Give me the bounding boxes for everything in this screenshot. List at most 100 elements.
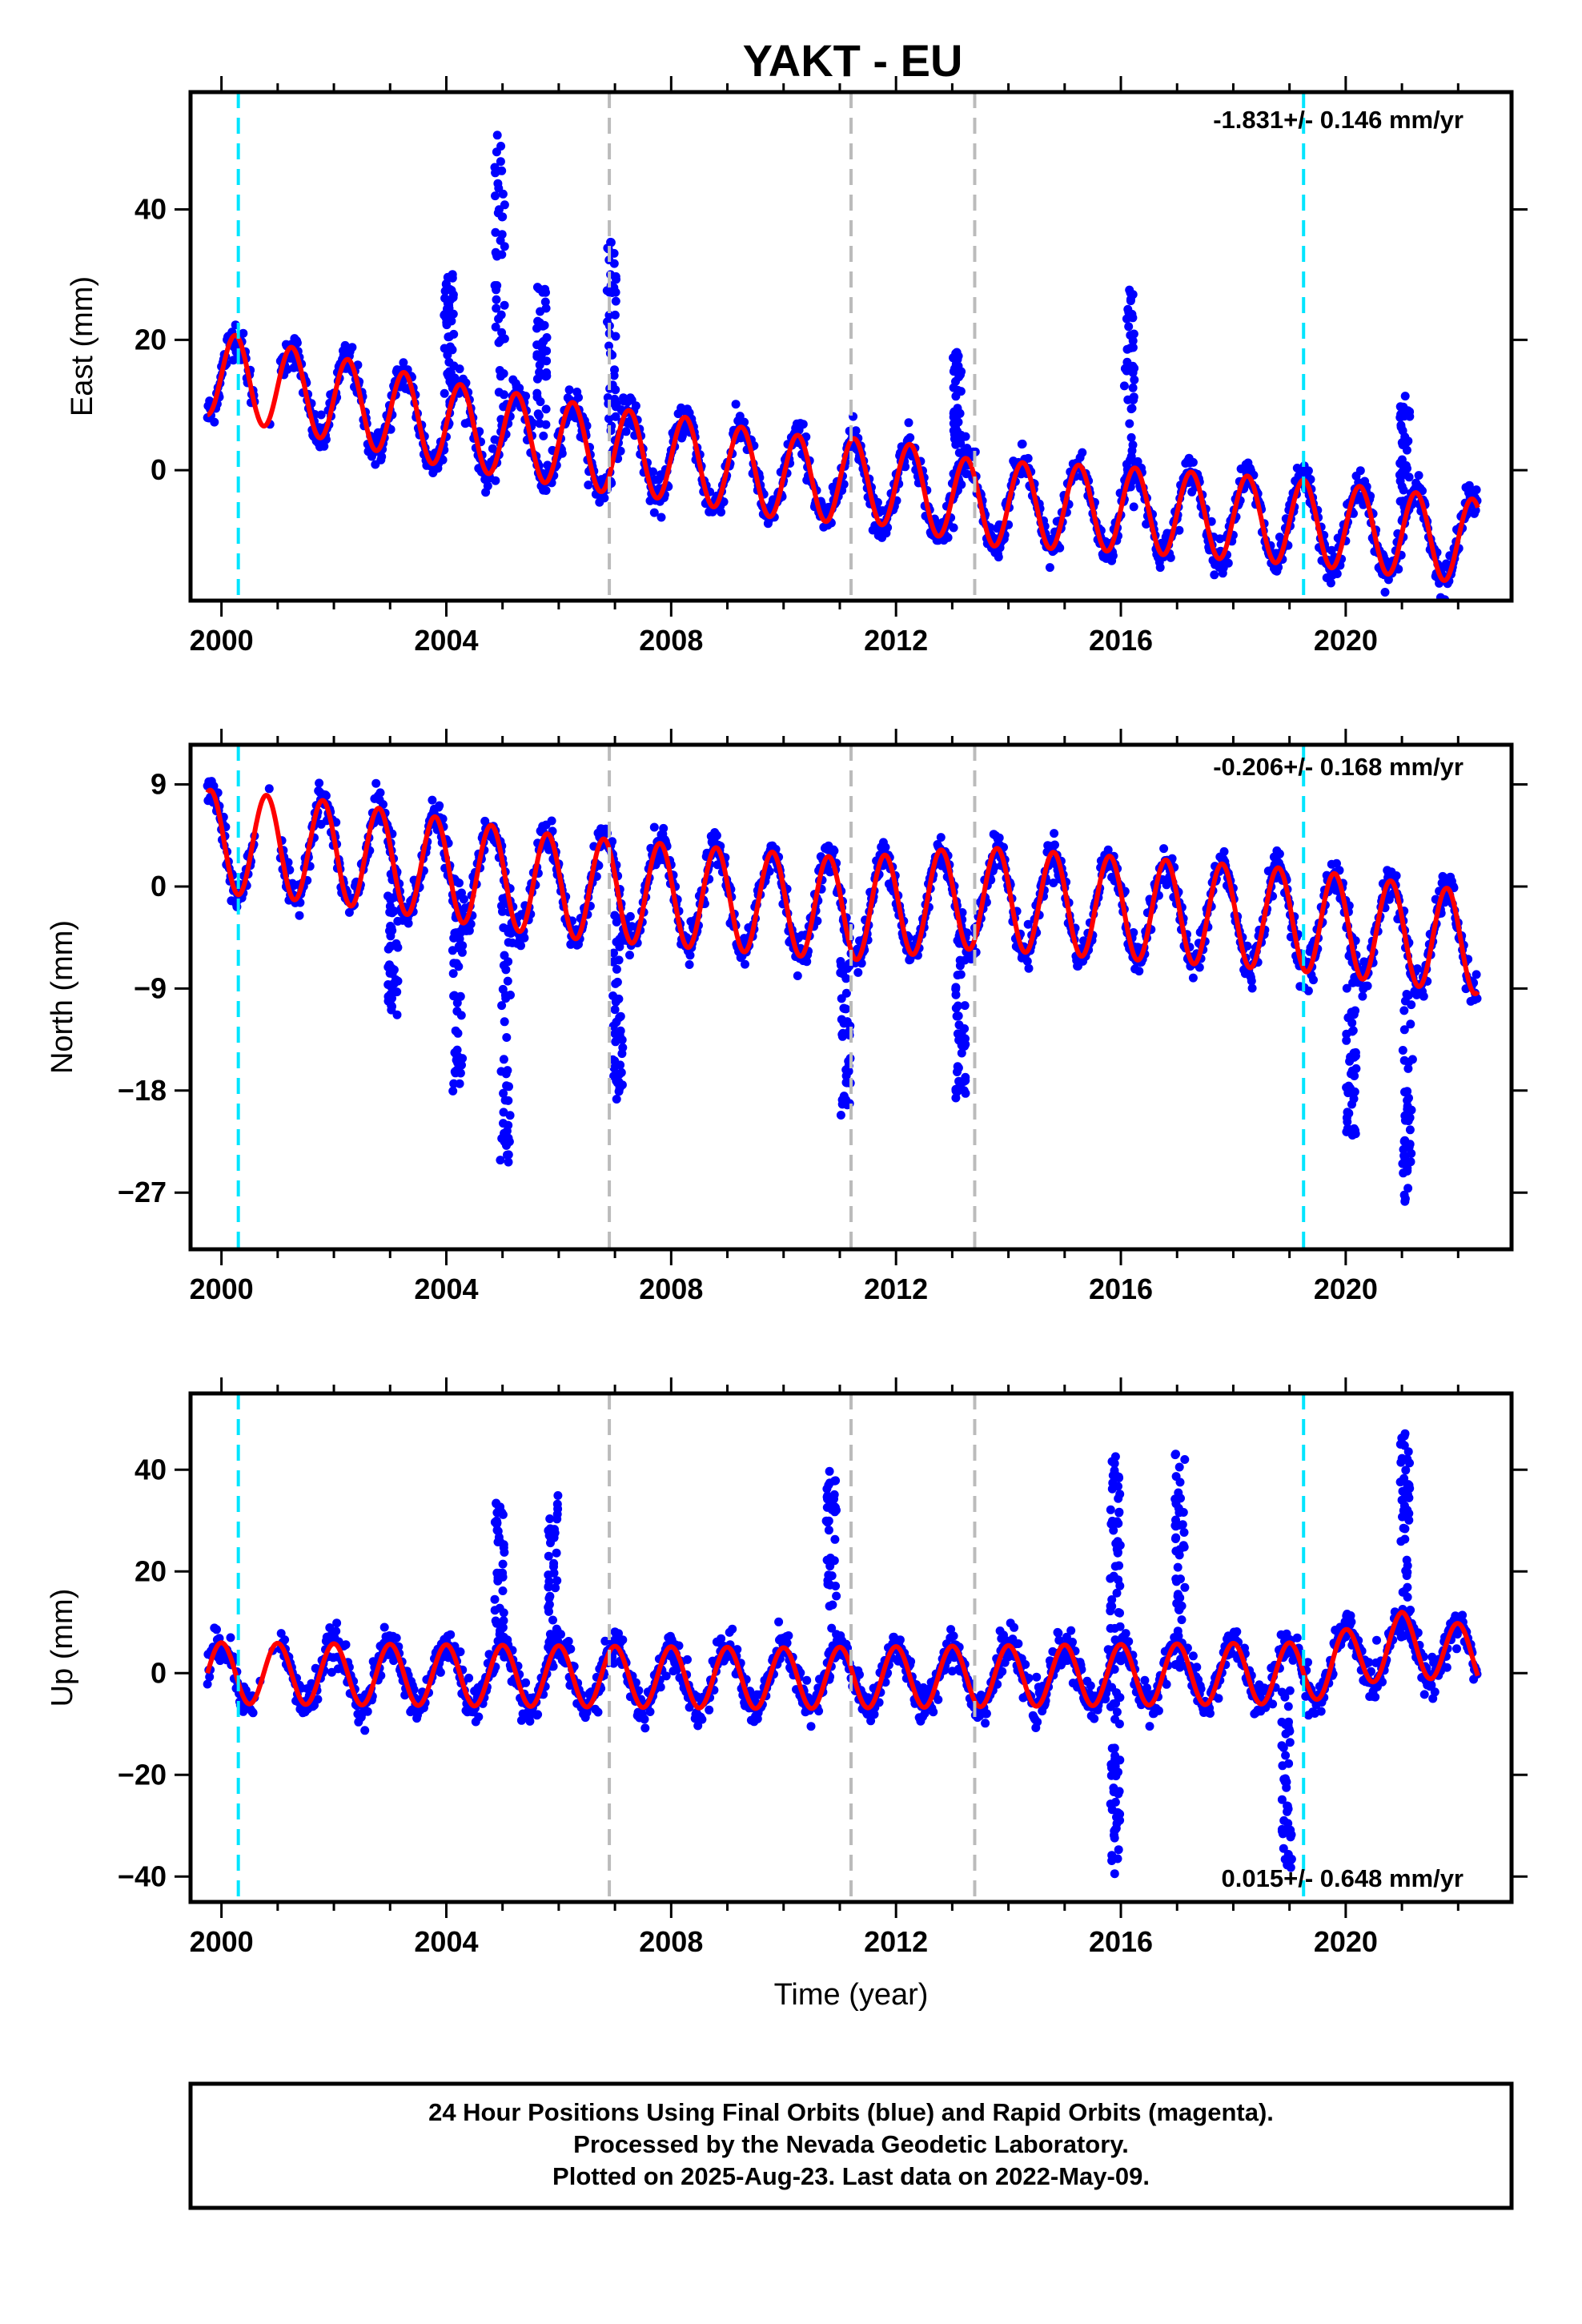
data-point bbox=[951, 360, 961, 369]
data-point bbox=[521, 392, 531, 401]
data-point bbox=[614, 1087, 624, 1096]
data-point bbox=[500, 390, 508, 400]
plot-frame-east bbox=[188, 90, 1514, 603]
data-point bbox=[1303, 466, 1313, 476]
data-point bbox=[535, 360, 544, 370]
data-point bbox=[955, 961, 965, 971]
data-point bbox=[611, 296, 620, 306]
data-point bbox=[616, 446, 625, 456]
data-point bbox=[1223, 558, 1233, 568]
x-tick-label: 2016 bbox=[1089, 1273, 1153, 1305]
data-point bbox=[534, 284, 544, 294]
data-point bbox=[611, 997, 620, 1007]
data-point bbox=[1309, 975, 1318, 985]
data-point bbox=[315, 778, 324, 788]
data-point bbox=[1303, 986, 1313, 995]
data-point bbox=[1343, 1013, 1353, 1023]
data-point bbox=[332, 1618, 342, 1628]
data-point bbox=[536, 397, 545, 407]
x-tick-label: 2020 bbox=[1314, 624, 1378, 657]
data-point bbox=[842, 1017, 852, 1027]
data-point bbox=[1347, 1027, 1357, 1036]
data-point bbox=[385, 968, 395, 978]
data-point bbox=[853, 967, 863, 977]
data-point bbox=[448, 309, 458, 319]
data-point bbox=[719, 497, 729, 507]
data-point bbox=[504, 1096, 513, 1105]
data-point bbox=[1128, 383, 1138, 392]
data-point bbox=[1128, 336, 1138, 346]
data-point bbox=[1347, 1069, 1355, 1079]
data-point bbox=[904, 418, 913, 428]
data-point bbox=[453, 1028, 463, 1038]
data-point bbox=[593, 1707, 603, 1717]
data-point bbox=[1050, 829, 1059, 838]
data-point bbox=[239, 328, 248, 338]
plot-area-east bbox=[203, 92, 1482, 601]
data-point bbox=[448, 1086, 458, 1096]
x-tick-label: 2008 bbox=[639, 1273, 703, 1305]
data-point bbox=[497, 1001, 507, 1011]
data-point bbox=[496, 142, 506, 151]
data-point bbox=[363, 1707, 372, 1716]
data-point bbox=[611, 1037, 620, 1047]
data-point bbox=[841, 974, 851, 983]
y-axis-label-east: East (mm) bbox=[66, 276, 99, 416]
data-point bbox=[648, 467, 657, 476]
data-point bbox=[1414, 471, 1423, 480]
data-point bbox=[360, 1726, 370, 1735]
data-point bbox=[393, 916, 403, 926]
data-point bbox=[600, 493, 609, 503]
data-point bbox=[905, 433, 915, 442]
data-point bbox=[625, 911, 635, 921]
data-point bbox=[449, 1079, 459, 1088]
data-point bbox=[1407, 1105, 1416, 1115]
x-tick-label: 2004 bbox=[414, 624, 478, 657]
data-point bbox=[1363, 981, 1372, 991]
data-point bbox=[383, 891, 392, 901]
data-point bbox=[488, 444, 497, 453]
data-point bbox=[499, 1119, 508, 1128]
data-point bbox=[1188, 973, 1198, 983]
data-point bbox=[717, 508, 726, 517]
data-point bbox=[295, 911, 304, 920]
data-point bbox=[1166, 553, 1175, 562]
data-point bbox=[640, 1723, 650, 1733]
data-point bbox=[1119, 381, 1129, 391]
data-point bbox=[841, 1072, 851, 1080]
data-point bbox=[464, 1673, 474, 1683]
data-point bbox=[503, 976, 512, 986]
data-point bbox=[455, 879, 464, 888]
data-point bbox=[1403, 1166, 1412, 1176]
data-point bbox=[331, 1626, 341, 1636]
data-point bbox=[499, 1088, 508, 1098]
data-point bbox=[566, 1644, 576, 1654]
data-point bbox=[1219, 846, 1229, 856]
data-point bbox=[540, 297, 550, 307]
data-point bbox=[1405, 1125, 1415, 1135]
data-point bbox=[627, 922, 636, 931]
data-point bbox=[1403, 1063, 1413, 1073]
data-point bbox=[1398, 1159, 1407, 1168]
data-point bbox=[1471, 505, 1480, 515]
data-point bbox=[656, 513, 666, 522]
data-point bbox=[609, 371, 619, 380]
data-point bbox=[499, 402, 508, 412]
data-point bbox=[386, 931, 396, 941]
data-point bbox=[533, 1710, 543, 1719]
data-point bbox=[954, 1063, 963, 1072]
data-point bbox=[936, 833, 946, 842]
data-point bbox=[959, 1077, 969, 1086]
data-point bbox=[248, 1708, 258, 1718]
x-tick-label: 2000 bbox=[190, 1273, 254, 1305]
data-point bbox=[1126, 288, 1135, 298]
data-point bbox=[574, 392, 583, 402]
data-point bbox=[525, 1716, 535, 1726]
data-point bbox=[494, 338, 504, 348]
data-point bbox=[881, 842, 890, 852]
data-point bbox=[474, 1712, 484, 1722]
data-point bbox=[901, 462, 910, 472]
data-point bbox=[375, 788, 385, 798]
